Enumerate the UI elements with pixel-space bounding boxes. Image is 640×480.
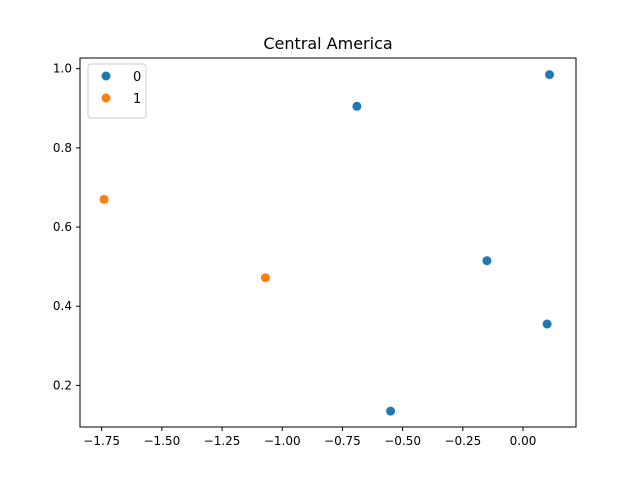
scatter-point-series-0-2 xyxy=(482,256,492,266)
x-tick-label: −1.75 xyxy=(83,434,120,448)
chart-title: Central America xyxy=(263,34,392,53)
y-tick-label: 0.6 xyxy=(53,220,72,234)
x-tick-label: 0.00 xyxy=(510,434,537,448)
y-tick-label: 0.2 xyxy=(53,378,72,392)
y-tick-label: 0.4 xyxy=(53,299,72,313)
legend-marker-series-1 xyxy=(101,93,111,103)
scatter-point-series-1-0 xyxy=(99,194,109,204)
x-tick-label: −1.25 xyxy=(204,434,241,448)
data-points xyxy=(99,70,555,416)
x-tick-label: −1.00 xyxy=(264,434,301,448)
x-tick-label: −0.50 xyxy=(384,434,421,448)
scatter-point-series-1-1 xyxy=(260,273,270,283)
legend-label-series-1: 1 xyxy=(133,92,141,107)
plot-area-frame xyxy=(79,57,577,428)
axis-ticks: −1.75 −1.50 −1.25 −1.00 −0.75 −0.50 −0.25 0.00 0… xyxy=(53,62,536,448)
x-tick-label: −0.25 xyxy=(444,434,481,448)
scatter-point-series-0-1 xyxy=(545,70,555,80)
legend-marker-series-0 xyxy=(101,71,111,81)
y-tick-label: 0.8 xyxy=(53,141,72,155)
x-tick-label: −1.50 xyxy=(143,434,180,448)
y-tick-label: 1.0 xyxy=(53,62,72,76)
scatter-point-series-0-0 xyxy=(352,101,362,111)
x-tick-label: −0.75 xyxy=(324,434,361,448)
legend-label-series-0: 0 xyxy=(133,70,141,85)
legend: 01 xyxy=(87,63,147,119)
scatter-point-series-0-3 xyxy=(542,319,552,329)
scatter-point-series-0-4 xyxy=(386,406,396,416)
